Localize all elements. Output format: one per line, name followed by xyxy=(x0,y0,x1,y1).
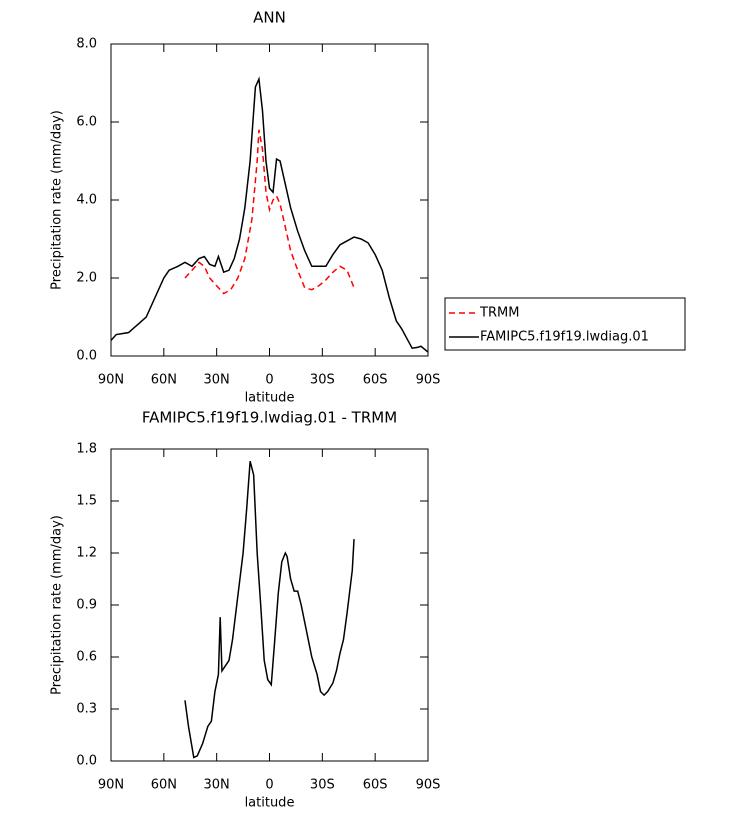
y-axis-label: Precipitation rate (mm/day) xyxy=(50,515,65,695)
y-tick-label: 2.0 xyxy=(76,271,97,286)
x-tick-label: 0 xyxy=(265,373,273,388)
x-tick-label: 30N xyxy=(204,778,230,793)
y-tick-label: 0.3 xyxy=(76,702,97,717)
chart-title: ANN xyxy=(253,9,286,27)
x-tick-label: 60N xyxy=(151,373,177,388)
plot-frame xyxy=(110,448,429,762)
y-tick-label: 8.0 xyxy=(76,37,97,52)
x-tick-label: 30S xyxy=(310,373,335,388)
y-tick-label: 1.8 xyxy=(76,442,97,457)
y-tick-label: 1.5 xyxy=(76,494,97,509)
x-axis-label: latitude xyxy=(245,796,295,811)
y-tick-label: 4.0 xyxy=(76,193,97,208)
x-tick-label: 90S xyxy=(416,373,441,388)
y-tick-label: 0.6 xyxy=(76,650,97,665)
y-tick-label: 0.0 xyxy=(76,349,97,364)
x-tick-label: 60S xyxy=(363,373,388,388)
x-tick-label: 0 xyxy=(265,778,273,793)
y-tick-label: 0.9 xyxy=(76,598,97,613)
x-axis-label: latitude xyxy=(245,391,295,406)
x-tick-label: 60S xyxy=(363,778,388,793)
plot-frame xyxy=(110,43,429,357)
x-tick-label: 30S xyxy=(310,778,335,793)
x-tick-label: 90N xyxy=(98,373,124,388)
data-line xyxy=(184,129,355,295)
y-axis-label: Precipitation rate (mm/day) xyxy=(50,110,65,290)
legend-label: TRMM xyxy=(479,306,519,321)
y-tick-label: 6.0 xyxy=(76,115,97,130)
x-tick-label: 90N xyxy=(98,778,124,793)
x-tick-label: 30N xyxy=(204,373,230,388)
chart-title: FAMIPC5.f19f19.lwdiag.01 - TRMM xyxy=(142,409,397,427)
legend-label: FAMIPC5.f19f19.lwdiag.01 xyxy=(480,330,649,345)
y-tick-label: 1.2 xyxy=(76,546,97,561)
data-line xyxy=(110,76,429,353)
data-line xyxy=(184,460,355,759)
x-tick-label: 90S xyxy=(416,778,441,793)
y-tick-label: 0.0 xyxy=(76,754,97,769)
x-tick-label: 60N xyxy=(151,778,177,793)
legend-box xyxy=(444,297,686,351)
